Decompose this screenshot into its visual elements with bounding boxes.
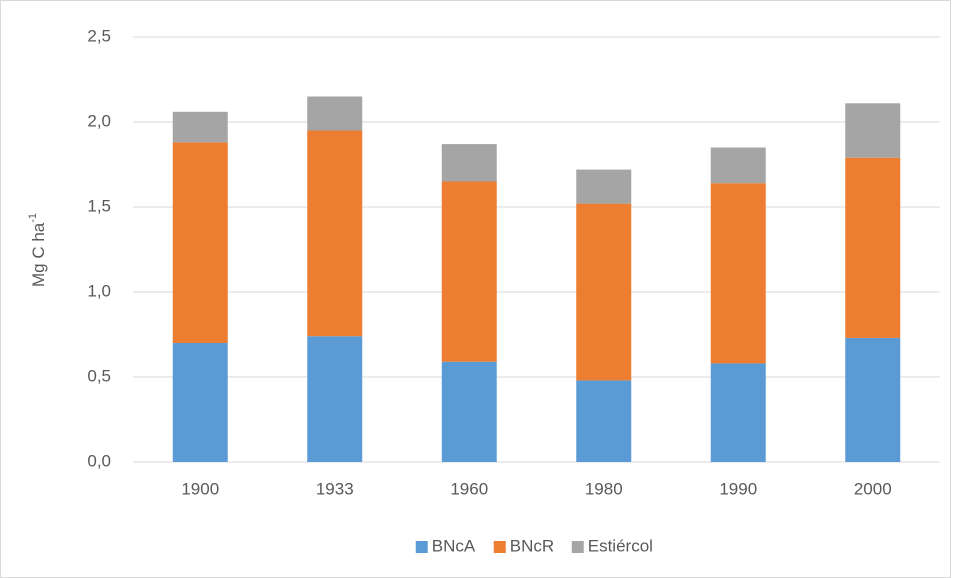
- legend-label: BNcR: [510, 536, 554, 555]
- y-axis-label-text: Mg C ha: [29, 222, 48, 287]
- y-tick-label: 2,0: [87, 111, 111, 130]
- bar-segment: [576, 169, 632, 204]
- bar-segment: [307, 336, 363, 462]
- bar-segment: [576, 380, 632, 462]
- y-tick-label: 1,0: [87, 281, 111, 300]
- bar-segment: [845, 337, 901, 462]
- legend-label: Estiércol: [588, 536, 653, 555]
- bar-segment: [441, 361, 497, 462]
- y-tick-label: 0,0: [87, 451, 111, 470]
- x-tick-label: 1960: [450, 479, 488, 498]
- bar-segment: [441, 144, 497, 182]
- y-tick-label: 2,5: [87, 26, 111, 45]
- bar-segment: [307, 130, 363, 337]
- legend-swatch: [415, 541, 428, 553]
- y-tick-label: 0,5: [87, 366, 111, 385]
- bar-segment: [172, 142, 228, 343]
- y-tick-label: 1,5: [87, 196, 111, 215]
- bar-segment: [576, 203, 632, 381]
- bar-segment: [710, 147, 766, 184]
- x-tick-label: 1900: [181, 479, 219, 498]
- legend-label: BNcA: [432, 536, 476, 555]
- legend-swatch: [493, 541, 506, 553]
- x-tick-label: 1990: [719, 479, 757, 498]
- bar-segment: [710, 363, 766, 462]
- bar-segment: [307, 96, 363, 131]
- legend-swatch: [571, 541, 584, 553]
- x-tick-label: 1980: [585, 479, 623, 498]
- bar-segment: [845, 103, 901, 158]
- bar-segment: [172, 343, 228, 462]
- x-tick-label: 2000: [854, 479, 892, 498]
- bar-segment: [710, 183, 766, 364]
- bar-segment: [845, 157, 901, 338]
- bar-segment: [441, 181, 497, 362]
- y-axis-label-sup: -1: [27, 213, 39, 223]
- bar-segment: [172, 111, 228, 143]
- x-tick-label: 1933: [316, 479, 354, 498]
- y-axis-label: Mg C ha-1: [27, 213, 49, 287]
